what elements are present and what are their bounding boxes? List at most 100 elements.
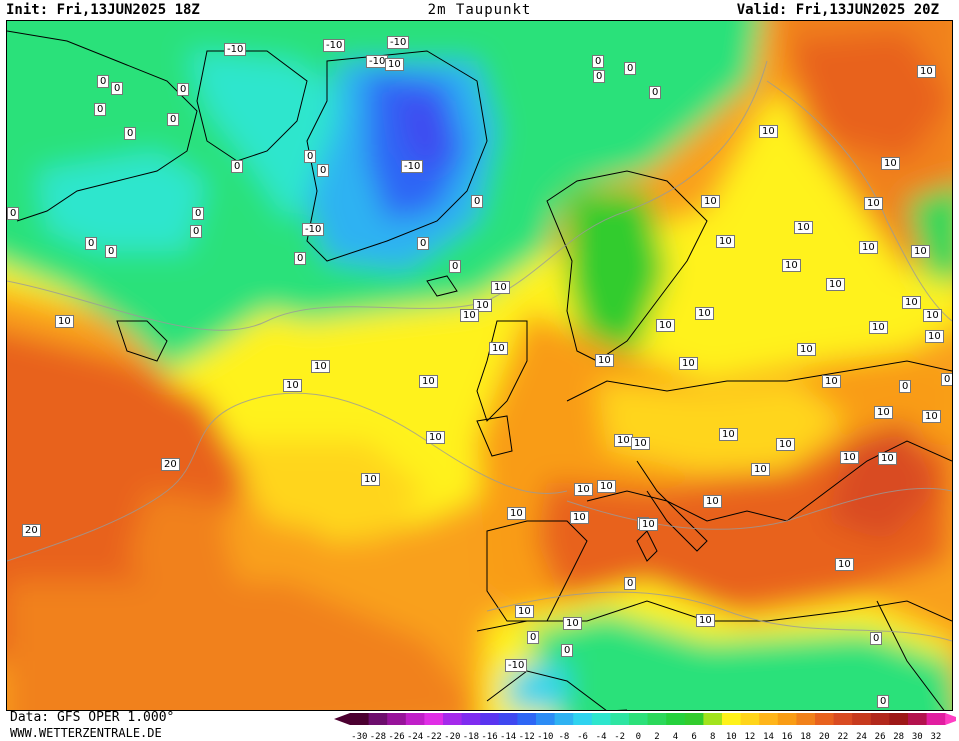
contour-label: -10 bbox=[224, 43, 247, 56]
contour-label: 10 bbox=[695, 307, 714, 320]
contour-label: 10 bbox=[656, 319, 675, 332]
contour-label: 10 bbox=[776, 438, 795, 451]
contour-label: 10 bbox=[419, 375, 438, 388]
legend-tick-label: -20 bbox=[444, 732, 460, 741]
legend-swatch bbox=[573, 713, 593, 725]
legend-tick-label: 2 bbox=[654, 732, 659, 741]
contour-label: 0 bbox=[97, 75, 110, 88]
contour-label: 0 bbox=[231, 160, 244, 173]
legend-swatch bbox=[833, 713, 853, 725]
legend-tick-label: 12 bbox=[744, 732, 755, 741]
legend-swatch bbox=[387, 713, 407, 725]
legend-tick-label: -10 bbox=[537, 732, 553, 741]
contour-label: 0 bbox=[449, 260, 462, 273]
contour-label: 10 bbox=[614, 434, 633, 447]
contour-label: -10 bbox=[387, 36, 410, 49]
legend-tick-label: 30 bbox=[912, 732, 923, 741]
contour-label: 10 bbox=[701, 195, 720, 208]
contour-label: 10 bbox=[55, 315, 74, 328]
contour-label: 10 bbox=[460, 309, 479, 322]
contour-label: 10 bbox=[574, 483, 593, 496]
legend-swatch bbox=[461, 713, 481, 725]
contour-label: 10 bbox=[822, 375, 841, 388]
legend-swatch bbox=[703, 713, 723, 725]
contour-label: 10 bbox=[878, 452, 897, 465]
contour-label: 10 bbox=[925, 330, 944, 343]
legend-swatch bbox=[591, 713, 611, 725]
contour-label: 0 bbox=[192, 207, 205, 220]
contour-label: 0 bbox=[294, 252, 307, 265]
legend-tick-label: 8 bbox=[710, 732, 715, 741]
contour-label: 0 bbox=[561, 644, 574, 657]
contour-label: 10 bbox=[696, 614, 715, 627]
legend-tick-label: 32 bbox=[930, 732, 941, 741]
color-scale-legend: -30 -28 -26 -24 -22 -20 -18 -16 -14 -12 -10 -8 -6 -4-… bbox=[334, 713, 956, 741]
contour-label: 0 bbox=[304, 150, 317, 163]
legend-swatch bbox=[647, 713, 667, 725]
legend-tick-label: 22 bbox=[837, 732, 848, 741]
contour-label: 10 bbox=[864, 197, 883, 210]
contour-label: 0 bbox=[317, 164, 330, 177]
contour-label: 0 bbox=[177, 83, 190, 96]
contour-label: -10 bbox=[401, 160, 424, 173]
contour-label: 10 bbox=[283, 379, 302, 392]
contour-label: 10 bbox=[426, 431, 445, 444]
valid-time-label: Valid: Fri,13JUN2025 20Z bbox=[736, 2, 939, 18]
legend-tick-label: -4 bbox=[596, 732, 607, 741]
legend-swatch bbox=[536, 713, 556, 725]
legend-tick-label: 16 bbox=[782, 732, 793, 741]
contour-label: 10 bbox=[703, 495, 722, 508]
contour-label: 0 bbox=[105, 245, 118, 258]
contour-label: 10 bbox=[716, 235, 735, 248]
map-title: 2m Taupunkt bbox=[427, 2, 532, 18]
legend-swatch bbox=[777, 713, 797, 725]
legend-swatch bbox=[629, 713, 649, 725]
contour-label: -10 bbox=[323, 39, 346, 52]
contour-label: 10 bbox=[923, 309, 942, 322]
contour-label: 10 bbox=[491, 281, 510, 294]
contour-label: 10 bbox=[911, 245, 930, 258]
legend-right-arrow bbox=[945, 713, 956, 725]
contour-label: 10 bbox=[759, 125, 778, 138]
contour-label: 10 bbox=[595, 354, 614, 367]
contour-label: 10 bbox=[794, 221, 813, 234]
legend-swatch bbox=[443, 713, 463, 725]
data-source-label: Data: GFS OPER 1.000° bbox=[10, 710, 175, 725]
contour-label: 0 bbox=[870, 632, 883, 645]
legend-left-arrow bbox=[334, 713, 350, 725]
contour-label: 10 bbox=[361, 473, 380, 486]
contour-label: 0 bbox=[167, 113, 180, 126]
legend-swatch bbox=[740, 713, 760, 725]
contour-label: 10 bbox=[489, 342, 508, 355]
legend-swatch bbox=[666, 713, 686, 725]
contour-label: 0 bbox=[7, 207, 20, 220]
legend-swatch bbox=[610, 713, 630, 725]
legend-tick-label: -28 bbox=[370, 732, 386, 741]
contour-label: 0 bbox=[417, 237, 430, 250]
legend-swatch bbox=[908, 713, 928, 725]
legend-swatch bbox=[722, 713, 742, 725]
legend-swatch bbox=[684, 713, 704, 725]
legend-swatch bbox=[368, 713, 388, 725]
legend-swatch bbox=[759, 713, 779, 725]
legend-tick-label: 28 bbox=[893, 732, 904, 741]
legend-tick-label: 4 bbox=[673, 732, 678, 741]
contour-label: -10 bbox=[302, 223, 325, 236]
contour-label: 0 bbox=[527, 631, 540, 644]
legend-swatch bbox=[350, 713, 370, 725]
contour-label: 0 bbox=[624, 577, 637, 590]
legend-tick-label: -16 bbox=[481, 732, 497, 741]
contour-label: 10 bbox=[751, 463, 770, 476]
legend-tick-label: -6 bbox=[577, 732, 588, 741]
contour-label: 10 bbox=[902, 296, 921, 309]
contour-label: 0 bbox=[899, 380, 912, 393]
contour-label: 10 bbox=[507, 507, 526, 520]
legend-tick-label: -14 bbox=[500, 732, 516, 741]
contour-label: 10 bbox=[922, 410, 941, 423]
legend-tick-label: -22 bbox=[426, 732, 442, 741]
contour-label: 10 bbox=[473, 299, 492, 312]
init-time-label: Init: Fri,13JUN2025 18Z bbox=[6, 2, 200, 18]
contour-label: 10 bbox=[515, 605, 534, 618]
contour-label: 0 bbox=[877, 695, 890, 708]
legend-swatch bbox=[926, 713, 946, 725]
